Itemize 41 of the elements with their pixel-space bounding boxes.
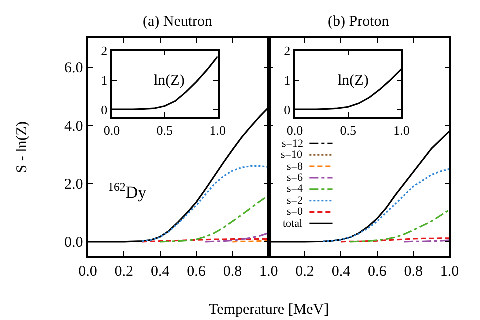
x-tick-label: 0.0 — [78, 264, 98, 280]
x-tick-label: 0.6 — [187, 264, 206, 280]
y-tick-label: 2.0 — [64, 176, 84, 193]
annotation: ln(Z) — [338, 73, 369, 89]
x-tick-label: 0.8 — [223, 264, 242, 280]
y-tick-label: 2 — [284, 43, 291, 58]
y-tick-label: 6.0 — [64, 60, 84, 77]
x-tick-label: 1.0 — [394, 122, 410, 138]
legend-label: s=0 — [287, 206, 304, 218]
x-tick-label: 0.2 — [114, 264, 134, 280]
legend-label: s=12 — [282, 138, 304, 150]
x-tick-label: 0.5 — [340, 122, 356, 138]
legend-label: s=4 — [287, 183, 304, 195]
legend-label: s=6 — [287, 172, 304, 184]
x-tick-label: 0.4 — [332, 264, 352, 280]
x-tick-label: 0.4 — [150, 264, 170, 280]
y-axis-title: S - ln(Z) — [14, 122, 30, 174]
y-tick-label: 4.0 — [64, 118, 84, 135]
y-tick-label: 0 — [101, 102, 108, 118]
legend-label: s=10 — [281, 149, 303, 161]
y-tick-label: 0 — [284, 102, 291, 118]
x-tick-label: 0.8 — [404, 264, 423, 280]
legend-label: s=8 — [287, 161, 304, 173]
x-tick-label: 0.5 — [156, 122, 174, 138]
x-tick-label: 1.0 — [259, 264, 278, 280]
x-tick-label: 0.6 — [368, 264, 388, 280]
x-axis-title: Temperature [MeV] — [209, 302, 330, 318]
x-tick-label: 0.2 — [296, 264, 314, 280]
y-tick-label: 2 — [101, 43, 108, 58]
x-tick-label: 1.0 — [440, 264, 460, 280]
line-series — [204, 232, 269, 243]
y-tick-label: 0.0 — [64, 235, 84, 252]
legend-label: s=2 — [287, 195, 303, 207]
annotation: ln(Z) — [154, 73, 185, 89]
x-tick-label: 1.0 — [210, 122, 226, 138]
annotation: $^{162}$Dy — [108, 180, 148, 202]
y-tick-label: 1 — [284, 73, 291, 88]
chart-title: (a) Neutron — [143, 14, 214, 30]
legend-label: total — [283, 218, 303, 230]
chart-title: (b) Proton — [328, 14, 390, 30]
y-tick-label: 1 — [101, 73, 108, 88]
